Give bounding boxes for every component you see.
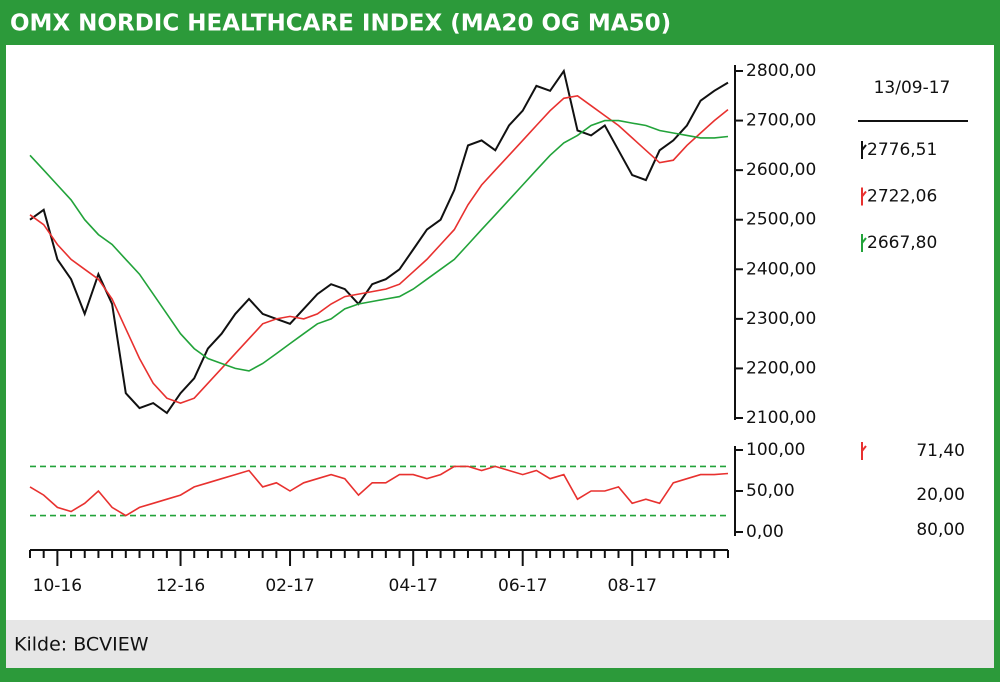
level-label: 20,00	[916, 485, 965, 505]
y-tick-label: 2600,00	[746, 160, 816, 180]
marker-icon	[861, 234, 867, 252]
x-tick-label: 04-17	[389, 576, 438, 596]
x-tick-label: 08-17	[607, 576, 656, 596]
last-value-label: 2722,06	[867, 187, 937, 207]
marker-icon	[861, 442, 867, 460]
x-tick-label: 10-16	[33, 576, 82, 596]
x-tick-label: 06-17	[498, 576, 547, 596]
source: Kilde: BCVIEW	[14, 634, 149, 656]
y-tick-label: 2400,00	[746, 259, 816, 279]
series-line	[29, 465, 729, 517]
last-value-label: 2776,51	[867, 140, 937, 160]
y-tick-label: 2700,00	[746, 111, 816, 131]
chart-title: OMX NORDIC HEALTHCARE INDEX (MA20 OG MA5…	[10, 11, 671, 37]
y-tick-label: 2500,00	[746, 210, 816, 230]
marker-icon	[861, 187, 867, 206]
x-tick-label: 12-16	[156, 576, 205, 596]
y-tick-label: 100,00	[746, 440, 805, 460]
y-tick-label: 0,00	[746, 522, 784, 542]
y-tick-label: 50,00	[746, 481, 795, 501]
x-tick-label: 02-17	[265, 576, 314, 596]
series-line	[29, 68, 729, 415]
y-tick-label: 2200,00	[746, 358, 816, 378]
chart-area	[6, 45, 994, 620]
y-tick-label: 2100,00	[746, 408, 816, 428]
last-value-label: 2667,80	[867, 233, 937, 253]
footer	[6, 620, 994, 668]
date-label: 13/09-17	[874, 78, 951, 98]
level-label: 80,00	[916, 520, 965, 540]
y-tick-label: 2800,00	[746, 61, 816, 81]
marker-icon	[861, 141, 867, 159]
y-tick-label: 2300,00	[746, 309, 816, 329]
last-value-label: 71,40	[916, 441, 965, 461]
series-line	[29, 119, 729, 372]
